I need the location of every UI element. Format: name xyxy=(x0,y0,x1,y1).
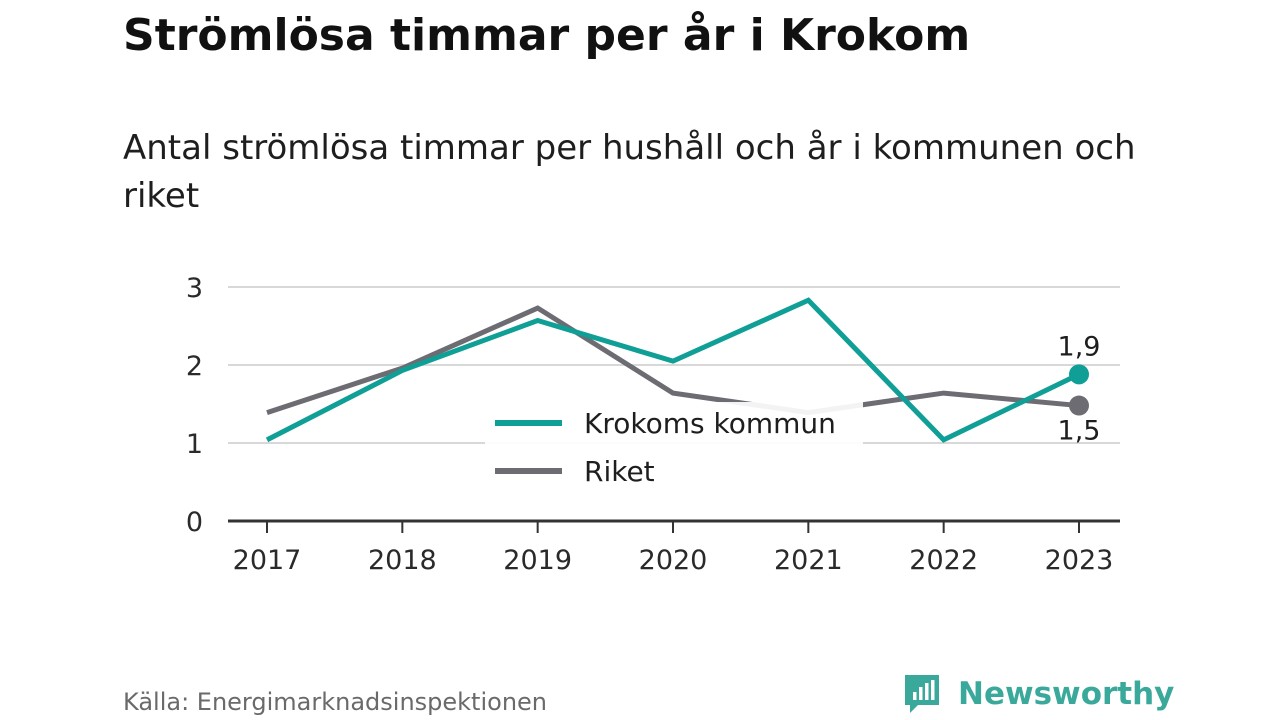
x-tick-label: 2020 xyxy=(639,545,708,576)
y-tick-label: 1 xyxy=(186,429,203,460)
y-tick-label: 0 xyxy=(186,507,203,538)
x-tick-label: 2019 xyxy=(503,545,572,576)
legend-background xyxy=(485,402,863,498)
end-label-krokom: 1,9 xyxy=(1058,331,1101,362)
brand: Newsworthy xyxy=(902,672,1174,716)
x-tick-label: 2018 xyxy=(368,545,437,576)
chart-subtitle: Antal strömlösa timmar per hushåll och å… xyxy=(123,128,1136,216)
source-note: Källa: Energimarknadsinspektionen xyxy=(123,688,548,716)
legend-label: Riket xyxy=(584,455,655,488)
x-tick-label: 2023 xyxy=(1045,545,1114,576)
x-tick-label: 2017 xyxy=(233,545,302,576)
legend: Krokoms kommun Riket xyxy=(485,402,863,498)
y-tick-label: 2 xyxy=(186,351,203,382)
end-marker-riket xyxy=(1069,395,1089,416)
end-marker-krokom xyxy=(1069,364,1089,385)
x-tick-label: 2021 xyxy=(774,545,843,576)
axes: 0 1 2 3 2017 2018 2019 2020 2021 2022 2023 xyxy=(186,273,1120,576)
x-tick-label: 2022 xyxy=(909,545,978,576)
data-labels: 1,9 1,5 xyxy=(1058,331,1101,446)
y-tick-label: 3 xyxy=(186,273,203,304)
chart-title: Strömlösa timmar per år i Krokom xyxy=(123,10,971,61)
series-lines xyxy=(265,297,1081,443)
end-label-riket: 1,5 xyxy=(1058,416,1101,447)
newsworthy-logo-icon xyxy=(905,675,939,713)
series-line-krokom xyxy=(265,297,1081,443)
brand-name: Newsworthy xyxy=(958,676,1175,712)
legend-label: Krokoms kommun xyxy=(584,407,836,440)
